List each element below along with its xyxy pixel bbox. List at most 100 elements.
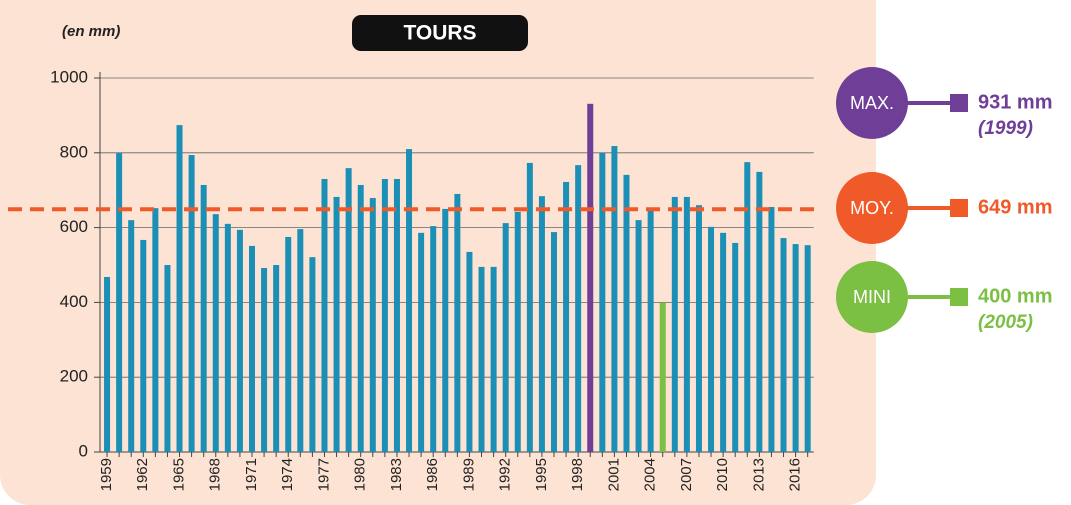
- badge-note: (2005): [978, 312, 1033, 333]
- bar: [478, 266, 485, 452]
- bar: [804, 245, 811, 452]
- badge-value: 400 mm: [978, 285, 1053, 307]
- unit-label: (en mm): [62, 23, 120, 40]
- bar: [224, 223, 231, 452]
- bar: [611, 146, 618, 452]
- badge-note: (1999): [978, 118, 1033, 139]
- bar: [442, 208, 449, 452]
- bar: [671, 196, 678, 452]
- bar: [418, 232, 425, 452]
- bar: [575, 165, 582, 452]
- x-tick-label: 1977: [315, 458, 332, 491]
- x-tick-label: 1992: [497, 458, 514, 491]
- bar: [526, 162, 533, 452]
- badge: [836, 261, 908, 333]
- bar: [599, 152, 606, 453]
- bar: [236, 229, 243, 452]
- bar: [502, 223, 509, 452]
- x-tick-label: 2016: [787, 458, 804, 491]
- x-tick-label: 1995: [533, 458, 550, 491]
- bar: [393, 178, 400, 453]
- x-tick-label: 1974: [279, 458, 296, 491]
- x-tick-label: 1986: [424, 458, 441, 491]
- x-tick-label: 2004: [642, 458, 659, 491]
- y-tick-label: 1000: [50, 67, 88, 86]
- y-tick-label: 800: [60, 142, 88, 161]
- bar: [128, 220, 135, 452]
- bar: [164, 265, 171, 452]
- bar: [756, 171, 763, 452]
- bar: [176, 125, 183, 453]
- bar: [188, 155, 195, 452]
- bar: [104, 276, 111, 452]
- bar: [683, 196, 690, 452]
- badge-value: 931 mm: [978, 91, 1053, 113]
- bar: [732, 242, 739, 452]
- bar: [369, 198, 376, 452]
- bar: [406, 149, 413, 452]
- x-tick-label: 1959: [98, 458, 115, 491]
- x-tick-label: 2001: [605, 458, 622, 491]
- bar: [321, 178, 328, 453]
- bar: [551, 232, 557, 452]
- bar: [333, 196, 340, 452]
- bar: [768, 207, 775, 452]
- bar: [381, 178, 388, 453]
- title-box: [352, 15, 528, 51]
- bar: [635, 220, 642, 452]
- bar: [285, 236, 292, 452]
- bar: [200, 184, 207, 453]
- x-tick-label: 2007: [678, 458, 695, 491]
- bar: [708, 226, 715, 452]
- x-tick-label: 1962: [134, 458, 151, 491]
- bar: [345, 168, 352, 452]
- bar: [563, 181, 570, 453]
- bar: [514, 211, 521, 452]
- x-tick-label: 2010: [714, 458, 731, 491]
- bar: [152, 208, 159, 452]
- badge-square: [950, 94, 968, 112]
- x-tick-label: 1971: [243, 458, 260, 491]
- bar: [720, 232, 727, 452]
- bar: [490, 266, 497, 452]
- bar: [695, 205, 702, 452]
- bar: [309, 257, 316, 452]
- x-tick-label: 1998: [569, 458, 586, 491]
- badge-label: MINI: [853, 287, 891, 307]
- bar: [659, 302, 666, 452]
- x-tick-label: 1989: [460, 458, 477, 491]
- chart-title: TOURS: [403, 22, 476, 45]
- y-tick-label: 200: [60, 367, 88, 386]
- y-tick-label: 400: [60, 292, 88, 311]
- bar: [273, 265, 280, 452]
- bar: [587, 103, 594, 452]
- panel: [0, 0, 876, 505]
- badge-value: 649 mm: [978, 196, 1053, 218]
- x-tick-label: 1980: [352, 458, 369, 491]
- x-tick-label: 2013: [750, 458, 767, 491]
- badge-label: MAX.: [850, 93, 894, 113]
- bar: [466, 251, 473, 452]
- bar: [454, 193, 461, 452]
- badge-square: [950, 288, 968, 306]
- bar: [212, 214, 219, 452]
- bar: [780, 238, 787, 452]
- bar: [792, 244, 799, 452]
- bar: [140, 239, 147, 452]
- x-tick-label: 1983: [388, 458, 405, 491]
- bar: [744, 162, 751, 452]
- bar: [297, 229, 304, 452]
- bar: [647, 210, 654, 452]
- y-tick-label: 600: [60, 217, 88, 236]
- bar: [261, 267, 268, 452]
- bar: [623, 174, 630, 452]
- bar: [538, 196, 545, 452]
- badge-label: MOY.: [850, 198, 894, 218]
- badge: [836, 67, 908, 139]
- x-tick-label: 1968: [207, 458, 224, 491]
- badge: [836, 172, 908, 244]
- bar: [357, 184, 364, 453]
- x-tick-label: 1965: [170, 458, 187, 491]
- y-tick-label: 0: [79, 441, 88, 460]
